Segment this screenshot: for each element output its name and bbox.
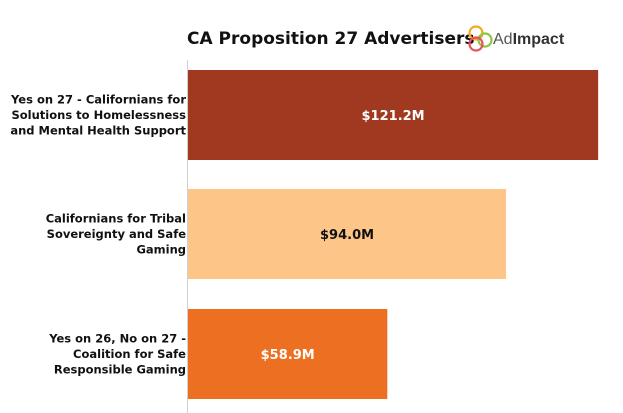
- bar-3: [188, 309, 388, 399]
- category-label-3: Yes on 26, No on 27 -Coalition for Safe R…: [48, 332, 186, 377]
- value-label-3: $58.9M: [261, 348, 315, 363]
- logo-ad: Ad: [493, 31, 513, 48]
- category-label-line: and Mental Health Support: [10, 124, 186, 138]
- category-label-2: Californians for Tribal Sovereignty and S…: [46, 212, 186, 257]
- value-labels: $121.2M $94.0M $58.9M: [261, 109, 425, 363]
- bar-1: [188, 70, 599, 160]
- logo-wordmark: AdImpact: [493, 31, 565, 48]
- category-label-line: Yes on 27 - Californians for: [10, 93, 186, 107]
- bar-2: [188, 189, 507, 279]
- category-label-line: Coalition for Safe: [73, 347, 186, 361]
- logo-icon: [468, 25, 493, 52]
- category-label-1: Yes on 27 - Californians for Solutions to…: [10, 93, 186, 138]
- adimpact-logo: AdImpact: [468, 25, 565, 52]
- value-label-1: $121.2M: [362, 109, 425, 124]
- category-label-line: Gaming: [136, 243, 186, 257]
- category-label-line: Responsible Gaming: [54, 363, 186, 377]
- chart-title: CA Proposition 27 Advertisers: [187, 29, 475, 49]
- category-label-line: Californians for Tribal: [46, 212, 186, 226]
- logo-impact: Impact: [513, 31, 565, 48]
- category-label-line: Yes on 26, No on 27 -: [48, 332, 186, 346]
- category-label-line: Sovereignty and Safe: [47, 227, 187, 241]
- bars-layer: [188, 70, 599, 399]
- value-label-2: $94.0M: [320, 228, 374, 243]
- category-label-line: Solutions to Homelessness: [11, 108, 186, 122]
- category-labels: Yes on 27 - Californians for Solutions to…: [10, 93, 186, 377]
